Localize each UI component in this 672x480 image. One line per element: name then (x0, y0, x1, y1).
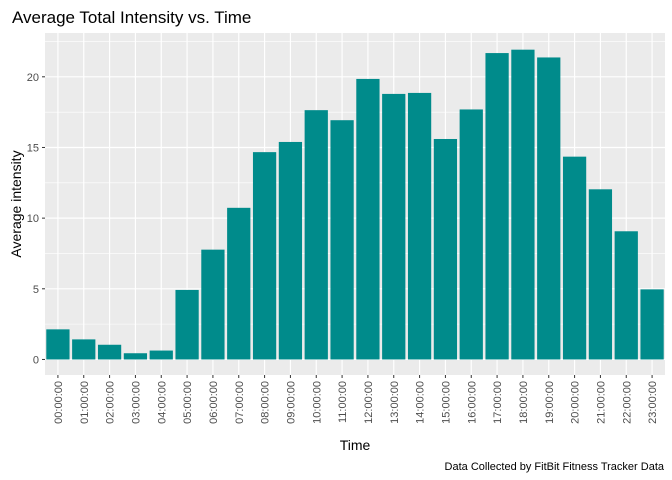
bar (304, 110, 328, 360)
y-tick-label: 15 (27, 142, 39, 154)
bar (46, 329, 70, 360)
x-tick-label: 02:00:00 (105, 381, 117, 424)
bar (123, 353, 148, 360)
x-tick-label: 07:00:00 (234, 381, 246, 424)
bar (459, 109, 483, 360)
y-tick-label: 10 (27, 213, 39, 225)
bar (201, 249, 225, 360)
x-tick-label: 21:00:00 (595, 381, 607, 424)
x-tick-label: 04:00:00 (156, 381, 168, 424)
y-axis-title: Average intensity (8, 150, 24, 257)
x-tick-label: 19:00:00 (544, 381, 556, 424)
bar (97, 344, 122, 360)
x-tick-label: 15:00:00 (440, 381, 452, 424)
chart-caption: Data Collected by FitBit Fitness Tracker… (445, 461, 665, 473)
x-tick-label: 10:00:00 (311, 381, 323, 424)
x-tick-label: 11:00:00 (337, 381, 349, 423)
y-axis: 0 5 10 15 20 (27, 72, 45, 366)
x-tick-label: 03:00:00 (130, 381, 142, 424)
x-tick-label: 20:00:00 (570, 381, 582, 424)
y-tick-label: 20 (27, 72, 39, 84)
x-tick-label: 13:00:00 (389, 381, 401, 424)
plot-panel (45, 33, 665, 375)
bar (614, 231, 638, 360)
bars (46, 49, 664, 360)
x-axis: 00:00:00 01:00:00 02:00:00 03:00:00 04:00:00… (53, 375, 659, 424)
x-tick-label: 22:00:00 (621, 381, 633, 424)
x-tick-label: 16:00:00 (466, 381, 478, 424)
bar (330, 120, 354, 360)
y-tick-label: 5 (33, 284, 39, 296)
bar (562, 156, 587, 360)
bar (149, 350, 173, 360)
bar (382, 93, 406, 360)
bar (511, 49, 535, 360)
bar (175, 289, 199, 360)
x-tick-label: 09:00:00 (285, 381, 297, 424)
bar (640, 289, 664, 360)
x-tick-label: 23:00:00 (647, 381, 659, 424)
bar (227, 207, 251, 360)
x-axis-title: Time (340, 437, 371, 453)
bar (72, 339, 96, 360)
bar (356, 78, 380, 360)
bar (537, 57, 561, 360)
x-tick-label: 06:00:00 (208, 381, 220, 424)
x-tick-label: 05:00:00 (182, 381, 194, 424)
bar (252, 152, 277, 360)
x-tick-label: 00:00:00 (53, 381, 65, 424)
x-tick-label: 17:00:00 (492, 381, 504, 424)
bar (278, 141, 303, 360)
x-tick-label: 12:00:00 (363, 381, 375, 424)
x-tick-label: 14:00:00 (415, 381, 427, 424)
bar (485, 53, 509, 360)
chart-title: Average Total Intensity vs. Time (12, 8, 251, 27)
bar (588, 189, 613, 360)
bar (407, 92, 432, 360)
x-tick-label: 08:00:00 (260, 381, 272, 424)
y-tick-label: 0 (33, 354, 39, 366)
bar (433, 138, 458, 360)
x-tick-label: 18:00:00 (518, 381, 530, 424)
x-tick-label: 01:00:00 (79, 381, 91, 424)
